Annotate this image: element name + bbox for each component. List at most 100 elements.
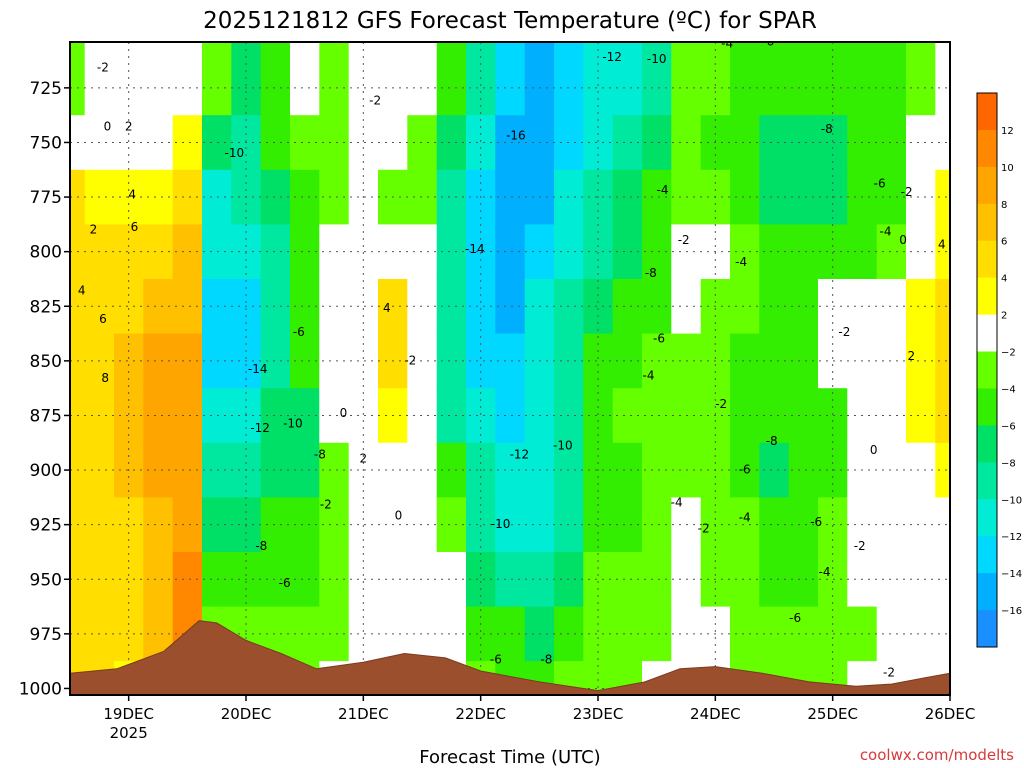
contour-label: -4 [643,369,655,383]
contour-label: -12 [510,447,530,461]
y-tick-label: 925 [30,516,62,536]
temperature-cell [407,42,438,116]
contour-label: -14 [465,242,485,256]
colorbar-bin [977,462,997,500]
temperature-cell [407,497,438,553]
temperature-cell [730,442,760,498]
y-tick-label: 750 [30,133,62,153]
x-tick-label: 21DEC [338,705,389,723]
temperature-cell [642,115,672,171]
temperature-cell [935,169,950,225]
temperature-cell [788,42,819,116]
temperature-cell [495,224,526,280]
temperature-cell [847,42,878,116]
temperature-cell [172,333,203,389]
temperature-cell [407,388,438,444]
contour-label: -6 [490,653,502,667]
y-tick-label: 800 [30,243,62,263]
temperature-cell [935,552,950,608]
temperature-cell [788,442,819,498]
temperature-cell [730,333,760,389]
temperature-cell [935,279,950,335]
temperature-cell [407,442,438,498]
contour-label: -8 [766,434,778,448]
temperature-cell [260,388,291,444]
colorbar-bin [977,425,997,463]
temperature-cell [495,606,526,662]
temperature-cell [172,552,203,608]
temperature-cell [730,497,760,553]
x-tick-label: 20DEC [221,705,272,723]
colorbar-label: 10 [1001,163,1014,174]
temperature-cell [788,224,819,280]
temperature-cell [202,552,232,608]
colorbar-bin [977,499,997,537]
colorbar-bin [977,277,997,316]
contour-label: -2 [854,539,866,553]
contour-label: -6 [874,177,886,191]
temperature-cell [495,552,526,608]
temperature-cell [730,552,760,608]
temperature-cell [759,42,790,116]
temperature-cell [876,442,907,498]
temperature-cell [348,606,379,662]
y-tick-label: 950 [30,570,62,590]
contour-label: -2 [369,94,381,108]
temperature-cell [202,388,232,444]
temperature-cell [642,42,672,116]
temperature-cell [172,279,203,335]
temperature-cell [202,169,232,225]
temperature-cell [788,279,819,335]
colorbar-label: 6 [1001,237,1007,248]
temperature-cell [202,442,232,498]
colorbar-label: −2 [1001,348,1016,359]
temperature-cell [260,169,291,225]
temperature-cell [202,333,232,389]
temperature-cell [143,42,174,116]
contour-label: -4 [819,565,831,579]
colorbar-label: 4 [1001,274,1007,285]
contour-label: -2 [698,522,710,536]
contour-label: -8 [540,653,552,667]
temperature-cell [524,42,555,116]
temperature-cell [407,169,438,225]
temperature-cell [612,42,643,116]
contour-label: 4 [128,187,136,201]
temperature-cell [70,42,86,116]
contour-label: -6 [293,325,305,339]
colorbar-bin [977,203,997,242]
terrain-surface [70,620,950,695]
contour-label: -14 [248,362,268,376]
temperature-cell [172,115,203,171]
credit-text: coolwx.com/modelts [860,746,1014,764]
temperature-cell [788,388,819,444]
temperature-cell [495,497,526,553]
terrain-layer [70,620,950,695]
contour-label: -2 [404,353,416,367]
contour-label: -6 [789,611,801,625]
temperature-cell [260,224,291,280]
contour-label: 6 [99,312,107,326]
temperature-cell [172,388,203,444]
temperature-cell [583,333,614,389]
temperature-cell [876,115,907,171]
temperature-cell [642,169,672,225]
temperature-cell [495,169,526,225]
x-tick-label: 26DEC [925,705,976,723]
temperature-cell [876,279,907,335]
temperature-cell [642,388,672,444]
temperature-cell [319,42,350,116]
y-tick-label: 725 [30,79,62,99]
temperature-cell [407,606,438,662]
contour-label: -6 [739,463,751,477]
contour-label: -4 [739,511,751,525]
colorbar-frame [976,92,998,648]
contour-label: -6 [653,332,665,346]
contour-label: -2 [901,185,913,199]
temperature-cell [495,42,526,116]
contour-label: 2 [359,452,367,466]
temperature-cell [935,333,950,389]
y-tick-label: 1000 [19,679,62,699]
temperature-cell [730,169,760,225]
